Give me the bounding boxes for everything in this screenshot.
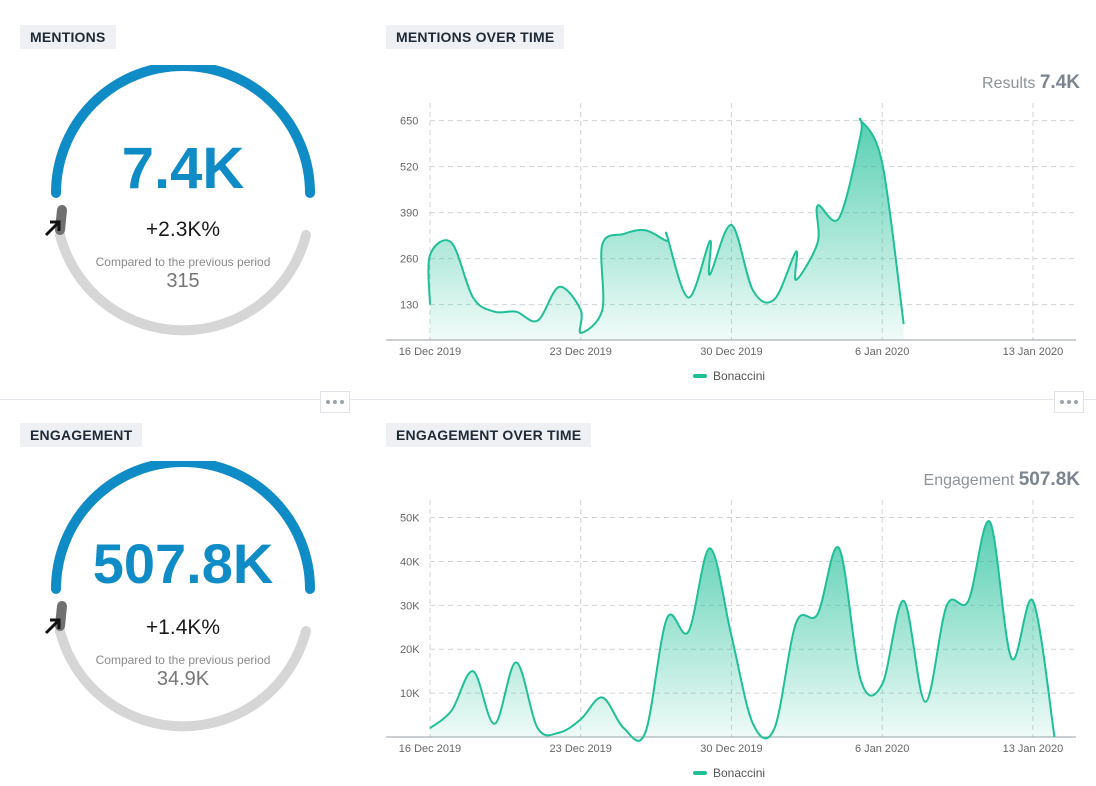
engagement-over-time-label: ENGAGEMENT OVER TIME xyxy=(386,423,592,447)
x-tick-label: 16 Dec 2019 xyxy=(399,346,461,358)
engagement-summary: Engagement 507.8K xyxy=(924,469,1080,491)
series-line-bonaccini xyxy=(429,520,1056,742)
y-tick-label: 520 xyxy=(400,162,418,174)
engagement-previous-value: 34.9K xyxy=(156,668,210,690)
engagement-over-time-chart: 10K 20K 30K 40K 50K 16 Dec 2019 23 Dec 2019 30 … xyxy=(386,500,1076,755)
mentions-legend: Bonaccini xyxy=(693,369,765,383)
y-tick-label: 20K xyxy=(400,644,420,656)
mentions-summary-value: 7.4K xyxy=(1039,72,1080,93)
engagement-summary-label: Engagement xyxy=(923,472,1015,489)
x-tick-label: 6 Jan 2020 xyxy=(855,743,909,755)
series-area-bonaccini xyxy=(430,521,1055,741)
x-tick-label: 30 Dec 2019 xyxy=(700,346,762,358)
x-tick-label: 23 Dec 2019 xyxy=(550,346,612,358)
y-tick-label: 10K xyxy=(400,688,420,700)
legend-label-bonaccini: Bonaccini xyxy=(713,369,766,383)
mentions-gauge-ring xyxy=(51,65,315,336)
legend-swatch-bonaccini xyxy=(693,374,707,378)
x-tick-label: 13 Jan 2020 xyxy=(1003,346,1064,358)
mentions-previous-value: 315 xyxy=(166,270,200,292)
mentions-label: MENTIONS xyxy=(20,25,116,49)
mentions-value: 7.4K xyxy=(121,136,245,201)
y-tick-label: 390 xyxy=(400,208,418,220)
engagement-value: 507.8K xyxy=(92,532,274,595)
y-tick-label: 260 xyxy=(400,254,418,266)
mentions-widget-menu-button[interactable] xyxy=(320,391,350,413)
y-tick-label: 130 xyxy=(400,300,418,312)
y-tick-label: 40K xyxy=(400,556,420,568)
engagement-gauge: 507.8K +1.4K% Compared to the previous p… xyxy=(43,461,323,741)
engagement-label: ENGAGEMENT xyxy=(20,423,143,447)
legend-swatch-bonaccini xyxy=(693,771,707,775)
mentions-chart-menu-button[interactable] xyxy=(1054,391,1084,413)
series-area-bonaccini xyxy=(428,118,904,340)
engagement-change: +1.4K% xyxy=(43,616,323,640)
section-divider xyxy=(0,399,1096,400)
trend-up-icon xyxy=(44,220,61,237)
x-tick-label: 16 Dec 2019 xyxy=(399,743,461,755)
engagement-summary-value: 507.8K xyxy=(1018,469,1080,490)
mentions-change-text: +2.3K% xyxy=(145,218,221,241)
trend-up-icon xyxy=(44,618,61,635)
x-tick-label: 13 Jan 2020 xyxy=(1003,743,1064,755)
legend-label-bonaccini: Bonaccini xyxy=(713,766,766,780)
x-tick-label: 23 Dec 2019 xyxy=(550,743,612,755)
mentions-change: +2.3K% xyxy=(43,218,323,242)
mentions-over-time-label: MENTIONS OVER TIME xyxy=(386,25,565,49)
mentions-summary-label: Results xyxy=(982,75,1036,92)
engagement-legend: Bonaccini xyxy=(693,766,765,780)
y-tick-label: 650 xyxy=(400,116,418,128)
mentions-compare-text: Compared to the previous period xyxy=(95,255,271,269)
x-tick-label: 6 Jan 2020 xyxy=(855,346,909,358)
mentions-results-summary: Results 7.4K xyxy=(982,72,1080,94)
mentions-gauge: 7.4K +2.3K% Compared to the previous per… xyxy=(43,65,323,345)
engagement-change-text: +1.4K% xyxy=(145,616,221,639)
y-tick-label: 30K xyxy=(400,600,420,612)
engagement-gauge-ring xyxy=(51,461,315,732)
mentions-over-time-chart: 130 260 390 520 650 16 Dec 2019 23 Dec 2019 30 … xyxy=(386,103,1076,358)
series-line-bonaccini xyxy=(427,117,905,334)
x-tick-label: 30 Dec 2019 xyxy=(700,743,762,755)
engagement-compare-text: Compared to the previous period xyxy=(95,653,271,667)
y-tick-label: 50K xyxy=(400,513,420,525)
